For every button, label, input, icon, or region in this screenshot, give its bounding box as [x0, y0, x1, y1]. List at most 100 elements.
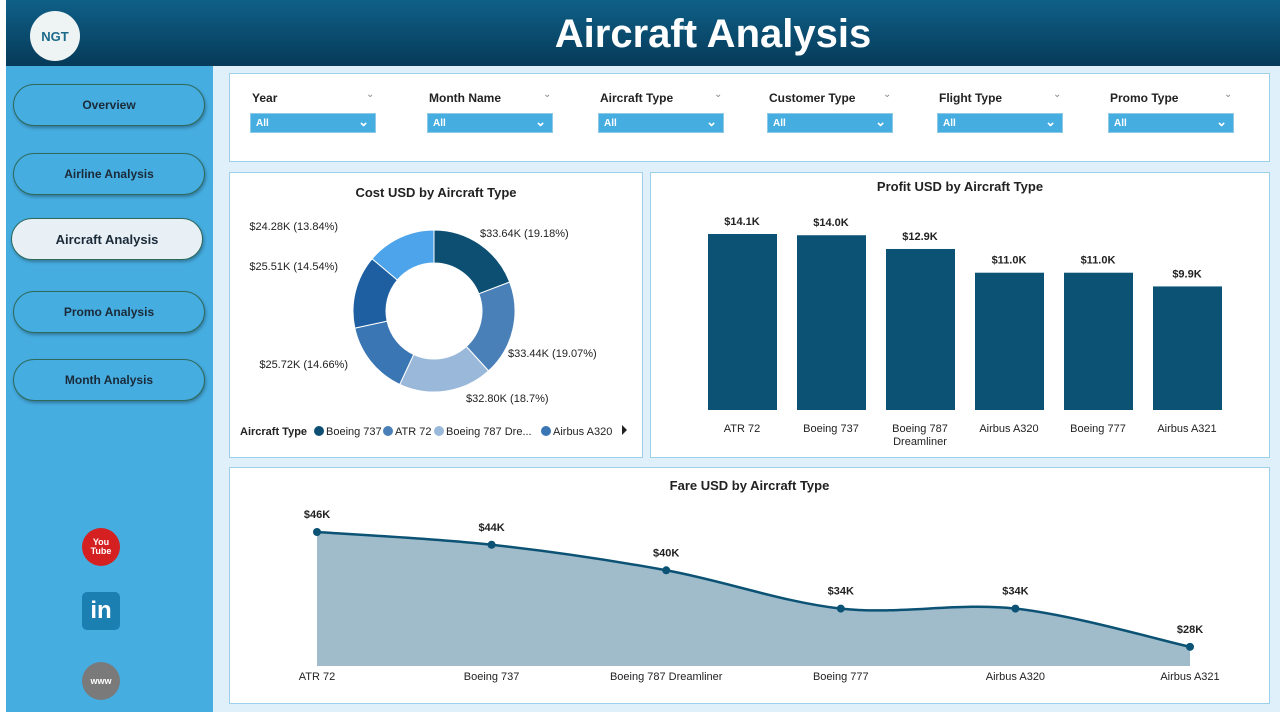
bar-value-label: $14.0K [813, 217, 849, 229]
filter-label: Month Name [429, 91, 501, 105]
nav-promo-analysis[interactable]: Promo Analysis [13, 291, 205, 333]
dropdown-value: All [773, 118, 786, 129]
point-value-label: $28K [1177, 624, 1203, 636]
youtube-icon[interactable]: You Tube [82, 528, 120, 566]
legend-marker [314, 426, 324, 436]
slice-label: $25.72K (14.66%) [259, 359, 348, 371]
bar-value-label: $14.1K [724, 216, 760, 228]
chevron-down-icon[interactable]: ⌄ [714, 89, 723, 100]
chevron-down-icon[interactable]: ⌄ [1224, 89, 1233, 100]
page-title: Aircraft Analysis [554, 12, 872, 56]
legend-title: Aircraft Type [240, 426, 307, 438]
point-value-label: $34K [1002, 586, 1028, 598]
cost-donut-chart: Cost USD by Aircraft Type $33.64K (19.18… [229, 172, 643, 458]
slice-label: $25.51K (14.54%) [249, 261, 338, 273]
data-point [313, 528, 321, 536]
filter-label: Customer Type [769, 91, 856, 105]
linkedin-icon[interactable]: in [82, 592, 120, 630]
bar [975, 272, 1044, 410]
legend-marker [541, 426, 551, 436]
chart-title: Cost USD by Aircraft Type [355, 185, 517, 200]
legend-item: Boeing 787 Dre... [446, 426, 532, 438]
point-value-label: $44K [478, 522, 504, 534]
legend-marker [383, 426, 393, 436]
bar [1064, 272, 1133, 410]
chart-title: Fare USD by Aircraft Type [669, 478, 830, 493]
bar-value-label: $11.0K [1081, 255, 1116, 267]
filter-label: Year [252, 91, 278, 105]
x-tick-label: Boeing 737 [803, 423, 859, 435]
point-value-label: $34K [828, 586, 854, 598]
profit-bar-chart: Profit USD by Aircraft Type $14.1K ATR 72… [650, 172, 1270, 458]
data-point [836, 604, 845, 613]
x-tick-label: Airbus A320 [986, 671, 1045, 683]
filter-label: Flight Type [939, 91, 1003, 105]
x-tick-label: Airbus A321 [1160, 671, 1219, 683]
slice-label: $33.44K (19.07%) [508, 348, 597, 360]
chevron-down-icon[interactable]: ⌄ [543, 89, 552, 100]
point-value-label: $40K [653, 547, 679, 559]
legend-item: Airbus A320 [553, 426, 612, 438]
nav-aircraft-analysis[interactable]: Aircraft Analysis [11, 218, 203, 260]
x-tick-label: Dreamliner [893, 436, 947, 448]
logo: NGT [30, 11, 80, 61]
x-tick-label: Boeing 737 [464, 671, 520, 683]
x-tick-label: Boeing 787 Dreamliner [610, 671, 723, 683]
filter-dropdown[interactable]: All ⌄ [427, 113, 553, 133]
globe-icon[interactable]: www [82, 662, 120, 700]
bar [708, 234, 777, 410]
area-line [316, 530, 1191, 649]
filter-dropdown[interactable]: All ⌄ [250, 113, 376, 133]
dropdown-value: All [943, 118, 956, 129]
filter-dropdown[interactable]: All ⌄ [937, 113, 1063, 133]
filter-label: Promo Type [1110, 91, 1179, 105]
chevron-down-icon[interactable]: ⌄ [366, 89, 375, 100]
dropdown-value: All [256, 118, 269, 129]
x-tick-label: ATR 72 [724, 423, 760, 435]
x-tick-label: Airbus A321 [1157, 423, 1216, 435]
filter-dropdown[interactable]: All ⌄ [1108, 113, 1234, 133]
filter-label: Aircraft Type [600, 91, 674, 105]
legend-item: Boeing 737 [326, 426, 382, 438]
x-tick-label: Airbus A320 [979, 423, 1038, 435]
chevron-down-icon[interactable]: ⌄ [1053, 89, 1062, 100]
dropdown-value: All [1114, 118, 1127, 129]
header: NGT Aircraft Analysis [6, 0, 1280, 66]
chevron-down-icon: ⌄ [706, 114, 717, 129]
filter-panel: Year ⌄ All ⌄ Month Name ⌄ All ⌄ Aircraft Typ… [229, 73, 1270, 162]
bar [797, 235, 866, 410]
chevron-down-icon: ⌄ [358, 114, 369, 129]
filter-dropdown[interactable]: All ⌄ [598, 113, 724, 133]
chevron-down-icon: ⌄ [875, 114, 886, 129]
nav-overview[interactable]: Overview [13, 84, 205, 126]
legend-marker [434, 426, 444, 436]
chevron-down-icon[interactable]: ⌄ [883, 89, 892, 100]
nav-month-analysis[interactable]: Month Analysis [13, 359, 205, 401]
slice-label: $24.28K (13.84%) [249, 221, 338, 233]
x-tick-label: Boeing 787 [892, 423, 948, 435]
bar [886, 248, 955, 410]
legend-item: ATR 72 [395, 426, 431, 438]
point-value-label: $46K [304, 509, 330, 521]
x-tick-label: Boeing 777 [1070, 423, 1126, 435]
chevron-down-icon: ⌄ [1216, 114, 1227, 129]
slice-label: $33.64K (19.18%) [480, 228, 569, 240]
bar-value-label: $12.9K [902, 231, 938, 243]
filter-dropdown[interactable]: All ⌄ [767, 113, 893, 133]
slice-label: $32.80K (18.7%) [466, 393, 549, 405]
chevron-down-icon: ⌄ [1045, 114, 1056, 129]
data-point [487, 540, 496, 549]
area-fill [317, 532, 1190, 666]
legend-next-arrow-icon[interactable] [622, 425, 627, 435]
chevron-down-icon: ⌄ [535, 114, 546, 129]
dropdown-value: All [604, 118, 617, 129]
data-point [1186, 642, 1194, 651]
x-tick-label: ATR 72 [299, 671, 335, 683]
bar [1153, 286, 1222, 410]
nav-airline-analysis[interactable]: Airline Analysis [13, 153, 205, 195]
bar-value-label: $9.9K [1172, 268, 1201, 280]
x-tick-label: Boeing 777 [813, 671, 869, 683]
chart-title: Profit USD by Aircraft Type [876, 179, 1044, 194]
bar-value-label: $11.0K [992, 255, 1027, 267]
fare-area-chart: Fare USD by Aircraft Type $46K ATR 72 $44K… [229, 467, 1270, 704]
